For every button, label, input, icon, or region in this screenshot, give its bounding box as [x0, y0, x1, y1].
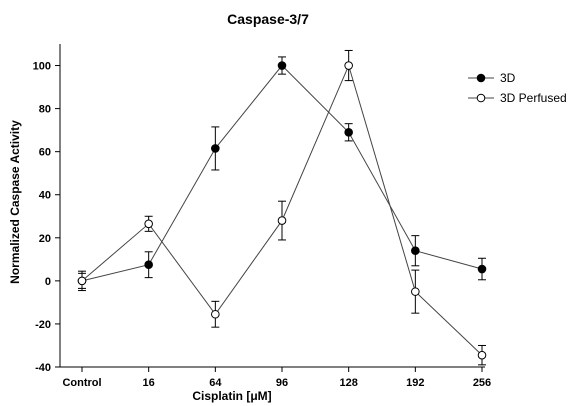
y-ticks: -40 -20 0 20 40 60 80 100 [33, 61, 60, 374]
data-point [144, 219, 153, 229]
x-tick-label: 64 [209, 377, 222, 389]
data-point [477, 350, 487, 360]
y-tick-label: -20 [35, 319, 51, 331]
x-axis-label: Cisplatin [μM] [192, 389, 271, 403]
legend-label: 3D Perfused [500, 91, 567, 105]
legend: 3D 3D Perfused [468, 71, 567, 105]
x-tick-label: 96 [276, 377, 288, 389]
y-tick-label: 80 [39, 104, 51, 116]
x-tick-label: 16 [143, 377, 155, 389]
x-tick-label: 128 [339, 377, 357, 389]
data-point [477, 264, 487, 274]
y-tick-label: 100 [33, 61, 51, 73]
data-point [277, 61, 287, 70]
x-tick-label: 256 [473, 377, 491, 389]
y-axis-label: Normalized Caspase Activity [8, 120, 22, 284]
y-tick-label: 60 [39, 147, 51, 159]
legend-marker [476, 93, 486, 103]
data-point [411, 246, 420, 256]
data-point [344, 127, 353, 137]
chart-title: Caspase-3/7 [227, 11, 309, 27]
data-point [144, 260, 153, 270]
x-tick-label: 192 [406, 377, 424, 389]
series-1 [77, 56, 487, 292]
x-ticks: Control 16 64 96 128 192 256 [62, 367, 491, 389]
data-point [277, 216, 287, 225]
data-point [411, 287, 420, 296]
legend-marker [476, 73, 486, 83]
series-2 [77, 49, 487, 366]
series-layer [77, 49, 487, 366]
y-tick-label: -40 [35, 362, 51, 374]
y-tick-label: 0 [45, 276, 51, 288]
axes [59, 44, 485, 368]
data-point [211, 144, 220, 153]
series-line [81, 64, 483, 282]
y-tick-label: 20 [39, 233, 51, 245]
data-point [211, 309, 220, 319]
data-point [77, 276, 87, 286]
x-tick-label: Control [62, 377, 101, 389]
data-point [344, 61, 353, 70]
legend-label: 3D [500, 71, 516, 85]
y-tick-label: 40 [39, 190, 51, 202]
